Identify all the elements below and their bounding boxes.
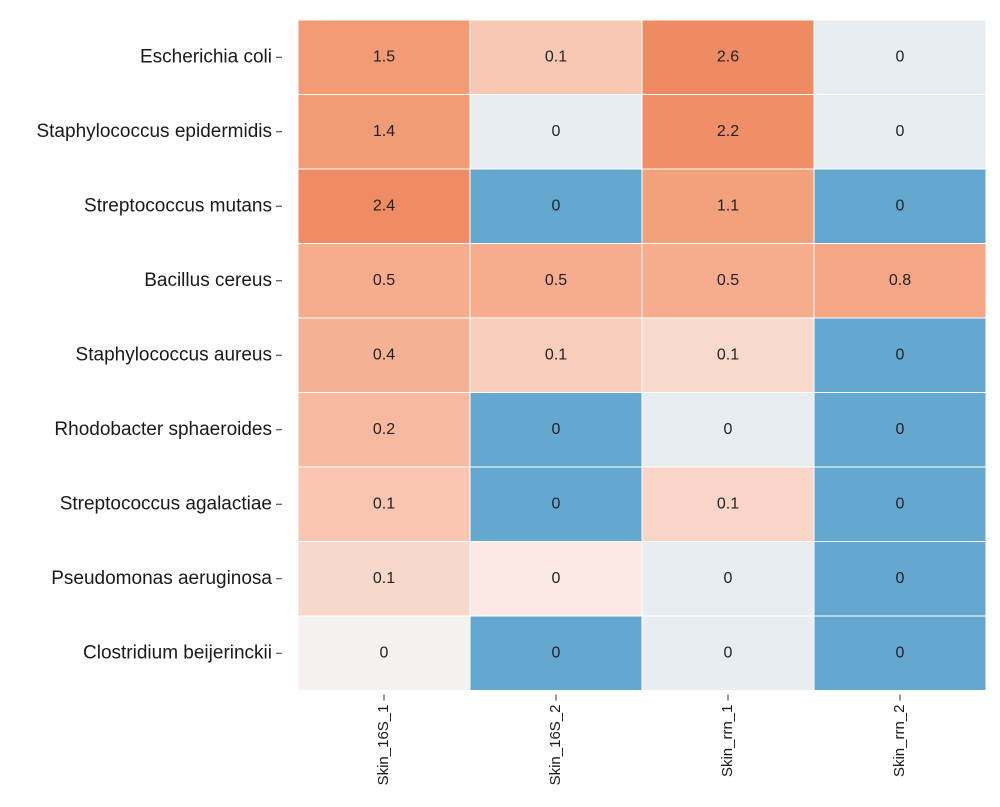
- column-label: Skin_rrn_1: [719, 705, 736, 778]
- cell-value-label: 0.1: [717, 495, 739, 512]
- heatmap-cell: [297, 466, 471, 542]
- cell-value-label: 0.1: [545, 346, 567, 363]
- heatmap-cell: [641, 392, 815, 468]
- heatmap-cell: [641, 317, 815, 393]
- cell-value-label: 2.6: [717, 48, 739, 65]
- heatmap-cell: [813, 317, 987, 393]
- heatmap-cell: [813, 615, 987, 691]
- cell-value-label: 0: [896, 48, 905, 65]
- heatmap-cell: [813, 168, 987, 244]
- heatmap-cell: [469, 392, 643, 468]
- heatmap-cell: [641, 466, 815, 542]
- row-label: Streptococcus agalactiae: [60, 493, 272, 514]
- heatmap-cell: [469, 615, 643, 691]
- cell-value-label: 1.1: [717, 197, 739, 214]
- cell-value-label: 0: [724, 644, 733, 661]
- cell-value-label: 0: [380, 644, 389, 661]
- heatmap-cell: [469, 168, 643, 244]
- heatmap-cell: [469, 94, 643, 170]
- heatmap-cell: [813, 19, 987, 95]
- cell-value-label: 0.5: [545, 272, 567, 289]
- column-label: Skin_16S_1: [375, 705, 392, 786]
- cell-value-label: 0.2: [373, 421, 395, 438]
- heatmap-cell: [297, 94, 471, 170]
- cell-value-label: 2.2: [717, 123, 739, 140]
- row-label: Bacillus cereus: [144, 270, 272, 291]
- cell-value-label: 0.1: [717, 346, 739, 363]
- cell-value-label: 0: [896, 644, 905, 661]
- cell-value-label: 0: [724, 421, 733, 438]
- heatmap-cell: [641, 615, 815, 691]
- row-label: Rhodobacter sphaeroides: [54, 419, 272, 440]
- cell-value-label: 0: [552, 197, 561, 214]
- heatmap-cell: [297, 541, 471, 617]
- cell-value-label: 0: [552, 570, 561, 587]
- cell-value-label: 0.1: [373, 570, 395, 587]
- cell-value-label: 0.4: [373, 346, 395, 363]
- cell-value-label: 0: [896, 495, 905, 512]
- cell-value-label: 0: [552, 421, 561, 438]
- heatmap-cell: [813, 243, 987, 319]
- heatmap-cell: [469, 317, 643, 393]
- heatmap-cell: [813, 94, 987, 170]
- row-label: Staphylococcus epidermidis: [36, 121, 272, 142]
- cell-value-label: 0.8: [889, 272, 911, 289]
- cell-value-label: 2.4: [373, 197, 395, 214]
- heatmap-cell: [469, 19, 643, 95]
- cell-value-label: 0: [552, 644, 561, 661]
- cell-value-label: 0.1: [373, 495, 395, 512]
- cell-value-label: 0.5: [717, 272, 739, 289]
- column-labels: Skin_16S_1 Skin_16S_2 Skin_rrn_1 Skin_rrn_2: [375, 694, 908, 786]
- cell-value-label: 0: [896, 123, 905, 140]
- column-label: Skin_rrn_2: [891, 705, 908, 778]
- cell-value-label: 0: [724, 570, 733, 587]
- row-label: Escherichia coli: [140, 46, 272, 67]
- heatmap-cell: [641, 243, 815, 319]
- heatmap-cells: 1.5 0.1 2.6 0 1.4 0 2.2 0 2.4 0 1.1 0 0.5 0.5 0.5 0.8 0.…: [297, 19, 987, 691]
- heatmap-cell: [813, 466, 987, 542]
- column-label: Skin_16S_2: [547, 705, 564, 786]
- cell-value-label: 1.4: [373, 123, 395, 140]
- heatmap-cell: [297, 19, 471, 95]
- row-label: Pseudomonas aeruginosa: [51, 568, 272, 589]
- cell-value-label: 0: [896, 570, 905, 587]
- heatmap-cell: [297, 317, 471, 393]
- cell-value-label: 0.1: [545, 48, 567, 65]
- cell-value-label: 0: [896, 197, 905, 214]
- cell-value-label: 1.5: [373, 48, 395, 65]
- row-label: Staphylococcus aureus: [76, 344, 272, 365]
- heatmap-cell: [297, 392, 471, 468]
- row-labels: Escherichia coli Staphylococcus epidermid…: [36, 46, 282, 663]
- heatmap-cell: [469, 243, 643, 319]
- heatmap-cell: [297, 243, 471, 319]
- cell-value-label: 0: [896, 421, 905, 438]
- heatmap-cell: [641, 19, 815, 95]
- heatmap-cell: [641, 541, 815, 617]
- cell-value-label: 0: [552, 123, 561, 140]
- heatmap-cell: [813, 392, 987, 468]
- row-label: Clostridium beijerinckii: [83, 642, 272, 663]
- cell-value-label: 0: [552, 495, 561, 512]
- row-label: Streptococcus mutans: [84, 195, 272, 216]
- cell-value-label: 0.5: [373, 272, 395, 289]
- cell-value-label: 0: [896, 346, 905, 363]
